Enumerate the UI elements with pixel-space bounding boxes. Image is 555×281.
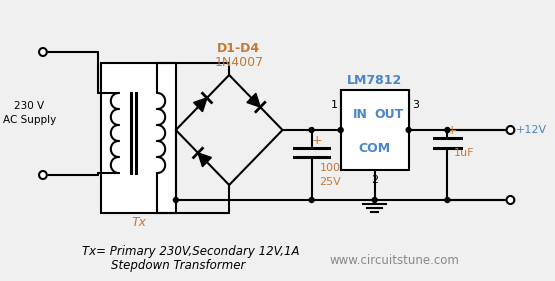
Bar <box>101 63 176 213</box>
Text: 1N4007: 1N4007 <box>214 56 264 69</box>
Circle shape <box>406 128 411 133</box>
Circle shape <box>507 126 514 134</box>
Circle shape <box>309 198 314 203</box>
Polygon shape <box>247 93 260 107</box>
Circle shape <box>173 198 178 203</box>
Text: 3: 3 <box>412 100 419 110</box>
Text: +12V: +12V <box>516 125 547 135</box>
Bar <box>341 90 408 170</box>
Text: +: + <box>311 133 322 146</box>
Text: Stepdown Transformer: Stepdown Transformer <box>110 259 245 271</box>
Circle shape <box>445 128 450 133</box>
Text: 230 V
AC Supply: 230 V AC Supply <box>3 101 56 124</box>
Circle shape <box>309 128 314 133</box>
Text: Tx: Tx <box>132 216 147 228</box>
Text: 2: 2 <box>371 175 378 185</box>
Circle shape <box>445 198 450 203</box>
Text: LM7812: LM7812 <box>347 74 402 87</box>
Circle shape <box>339 128 343 133</box>
Text: D1-D4: D1-D4 <box>218 42 260 55</box>
Text: OUT: OUT <box>375 108 404 121</box>
Circle shape <box>39 48 47 56</box>
Text: IN: IN <box>352 108 367 121</box>
Text: COM: COM <box>359 142 391 155</box>
Text: +: + <box>447 124 457 137</box>
Polygon shape <box>198 153 211 167</box>
Polygon shape <box>194 98 207 112</box>
Text: Tx= Primary 230V,Secondary 12V,1A: Tx= Primary 230V,Secondary 12V,1A <box>82 246 299 259</box>
Text: 1: 1 <box>330 100 337 110</box>
Text: 1000uF
25V: 1000uF 25V <box>319 163 361 187</box>
Circle shape <box>39 171 47 179</box>
Circle shape <box>507 196 514 204</box>
Text: 1uF: 1uF <box>454 148 475 158</box>
Circle shape <box>372 198 377 203</box>
Text: www.circuitstune.com: www.circuitstune.com <box>329 253 459 266</box>
